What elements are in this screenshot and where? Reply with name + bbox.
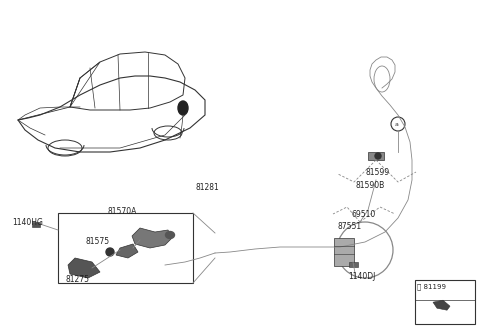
Ellipse shape [178,101,188,115]
Ellipse shape [166,232,175,238]
Text: ⓐ 81199: ⓐ 81199 [417,283,446,290]
Text: 87551: 87551 [337,222,361,231]
Text: 81570A: 81570A [108,207,137,216]
Bar [368,152,384,160]
Bar [32,222,40,227]
Circle shape [375,153,381,159]
Polygon shape [132,228,172,248]
Text: 1140HG: 1140HG [12,218,43,227]
Text: 81590B: 81590B [355,181,384,190]
Bar [415,280,475,324]
Polygon shape [68,258,100,278]
Bar [58,213,193,283]
Text: 69510: 69510 [352,210,376,219]
Text: 81575: 81575 [85,237,109,246]
Polygon shape [116,244,138,258]
Text: 1140DJ: 1140DJ [348,272,375,281]
Circle shape [106,248,114,256]
Text: 81281: 81281 [195,183,219,192]
Bar [349,262,358,267]
Text: a: a [395,123,399,128]
Text: 81599: 81599 [365,168,389,177]
Polygon shape [433,300,450,310]
Text: 81275: 81275 [65,275,89,284]
Bar [334,238,354,266]
